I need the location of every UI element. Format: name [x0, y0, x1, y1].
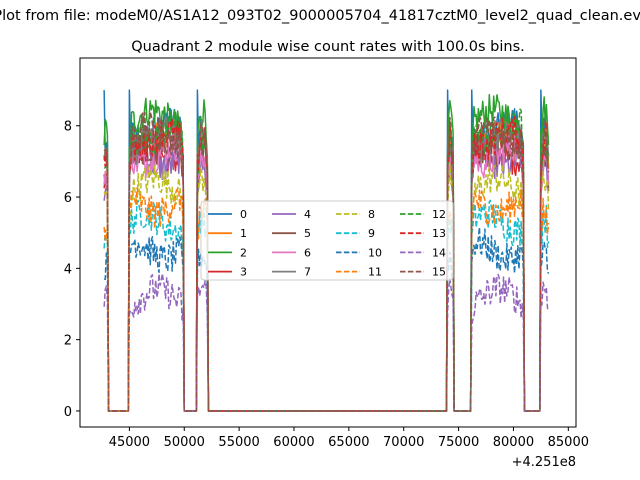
- legend-label-2: 2: [240, 246, 247, 259]
- plot-frame: [79, 57, 577, 428]
- x-tick-label: 85000: [548, 435, 589, 450]
- series-line-15: [103, 111, 550, 412]
- x-tick-label: 70000: [383, 435, 424, 450]
- series-layer: [103, 89, 550, 412]
- series-line-11: [103, 187, 550, 412]
- legend-label-4: 4: [304, 208, 311, 221]
- x-tick-label: 55000: [218, 435, 259, 450]
- chart-title: Quadrant 2 module wise count rates with …: [131, 39, 525, 55]
- legend-label-14: 14: [432, 246, 446, 259]
- x-axis: 45000 50000 55000 60000 65000 70000 75000 80000…: [109, 427, 589, 450]
- y-tick-label: 8: [64, 120, 72, 135]
- y-tick-label: 2: [64, 334, 72, 349]
- y-axis: 0 2 4 6 8: [64, 120, 80, 420]
- x-tick-label: 80000: [493, 435, 534, 450]
- legend-label-11: 11: [368, 266, 382, 279]
- legend-label-3: 3: [240, 266, 247, 279]
- series-line-8: [103, 162, 550, 412]
- x-tick-label: 60000: [273, 435, 314, 450]
- y-tick-label: 6: [64, 191, 72, 206]
- y-tick-label: 4: [64, 262, 72, 277]
- figure-suptitle: Plot from file: modeM0/AS1A12_093T02_900…: [0, 8, 640, 24]
- x-tick-label: 65000: [328, 435, 369, 450]
- legend-label-6: 6: [304, 246, 311, 259]
- legend-label-9: 9: [368, 227, 375, 240]
- legend-label-5: 5: [304, 227, 311, 240]
- series-line-14: [103, 272, 550, 412]
- legend-label-1: 1: [240, 227, 247, 240]
- x-tick-label: 50000: [164, 435, 205, 450]
- legend-label-10: 10: [368, 246, 382, 259]
- y-tick-label: 0: [64, 405, 72, 420]
- legend-label-8: 8: [368, 208, 375, 221]
- x-tick-label: 45000: [109, 435, 150, 450]
- legend-label-12: 12: [432, 208, 446, 221]
- legend-label-13: 13: [432, 227, 446, 240]
- legend-label-0: 0: [240, 208, 247, 221]
- x-offset-label: +4.251e8: [512, 455, 576, 470]
- legend-label-7: 7: [304, 266, 311, 279]
- legend-label-15: 15: [432, 266, 446, 279]
- x-tick-label: 75000: [438, 435, 479, 450]
- legend-frame: [200, 200, 454, 281]
